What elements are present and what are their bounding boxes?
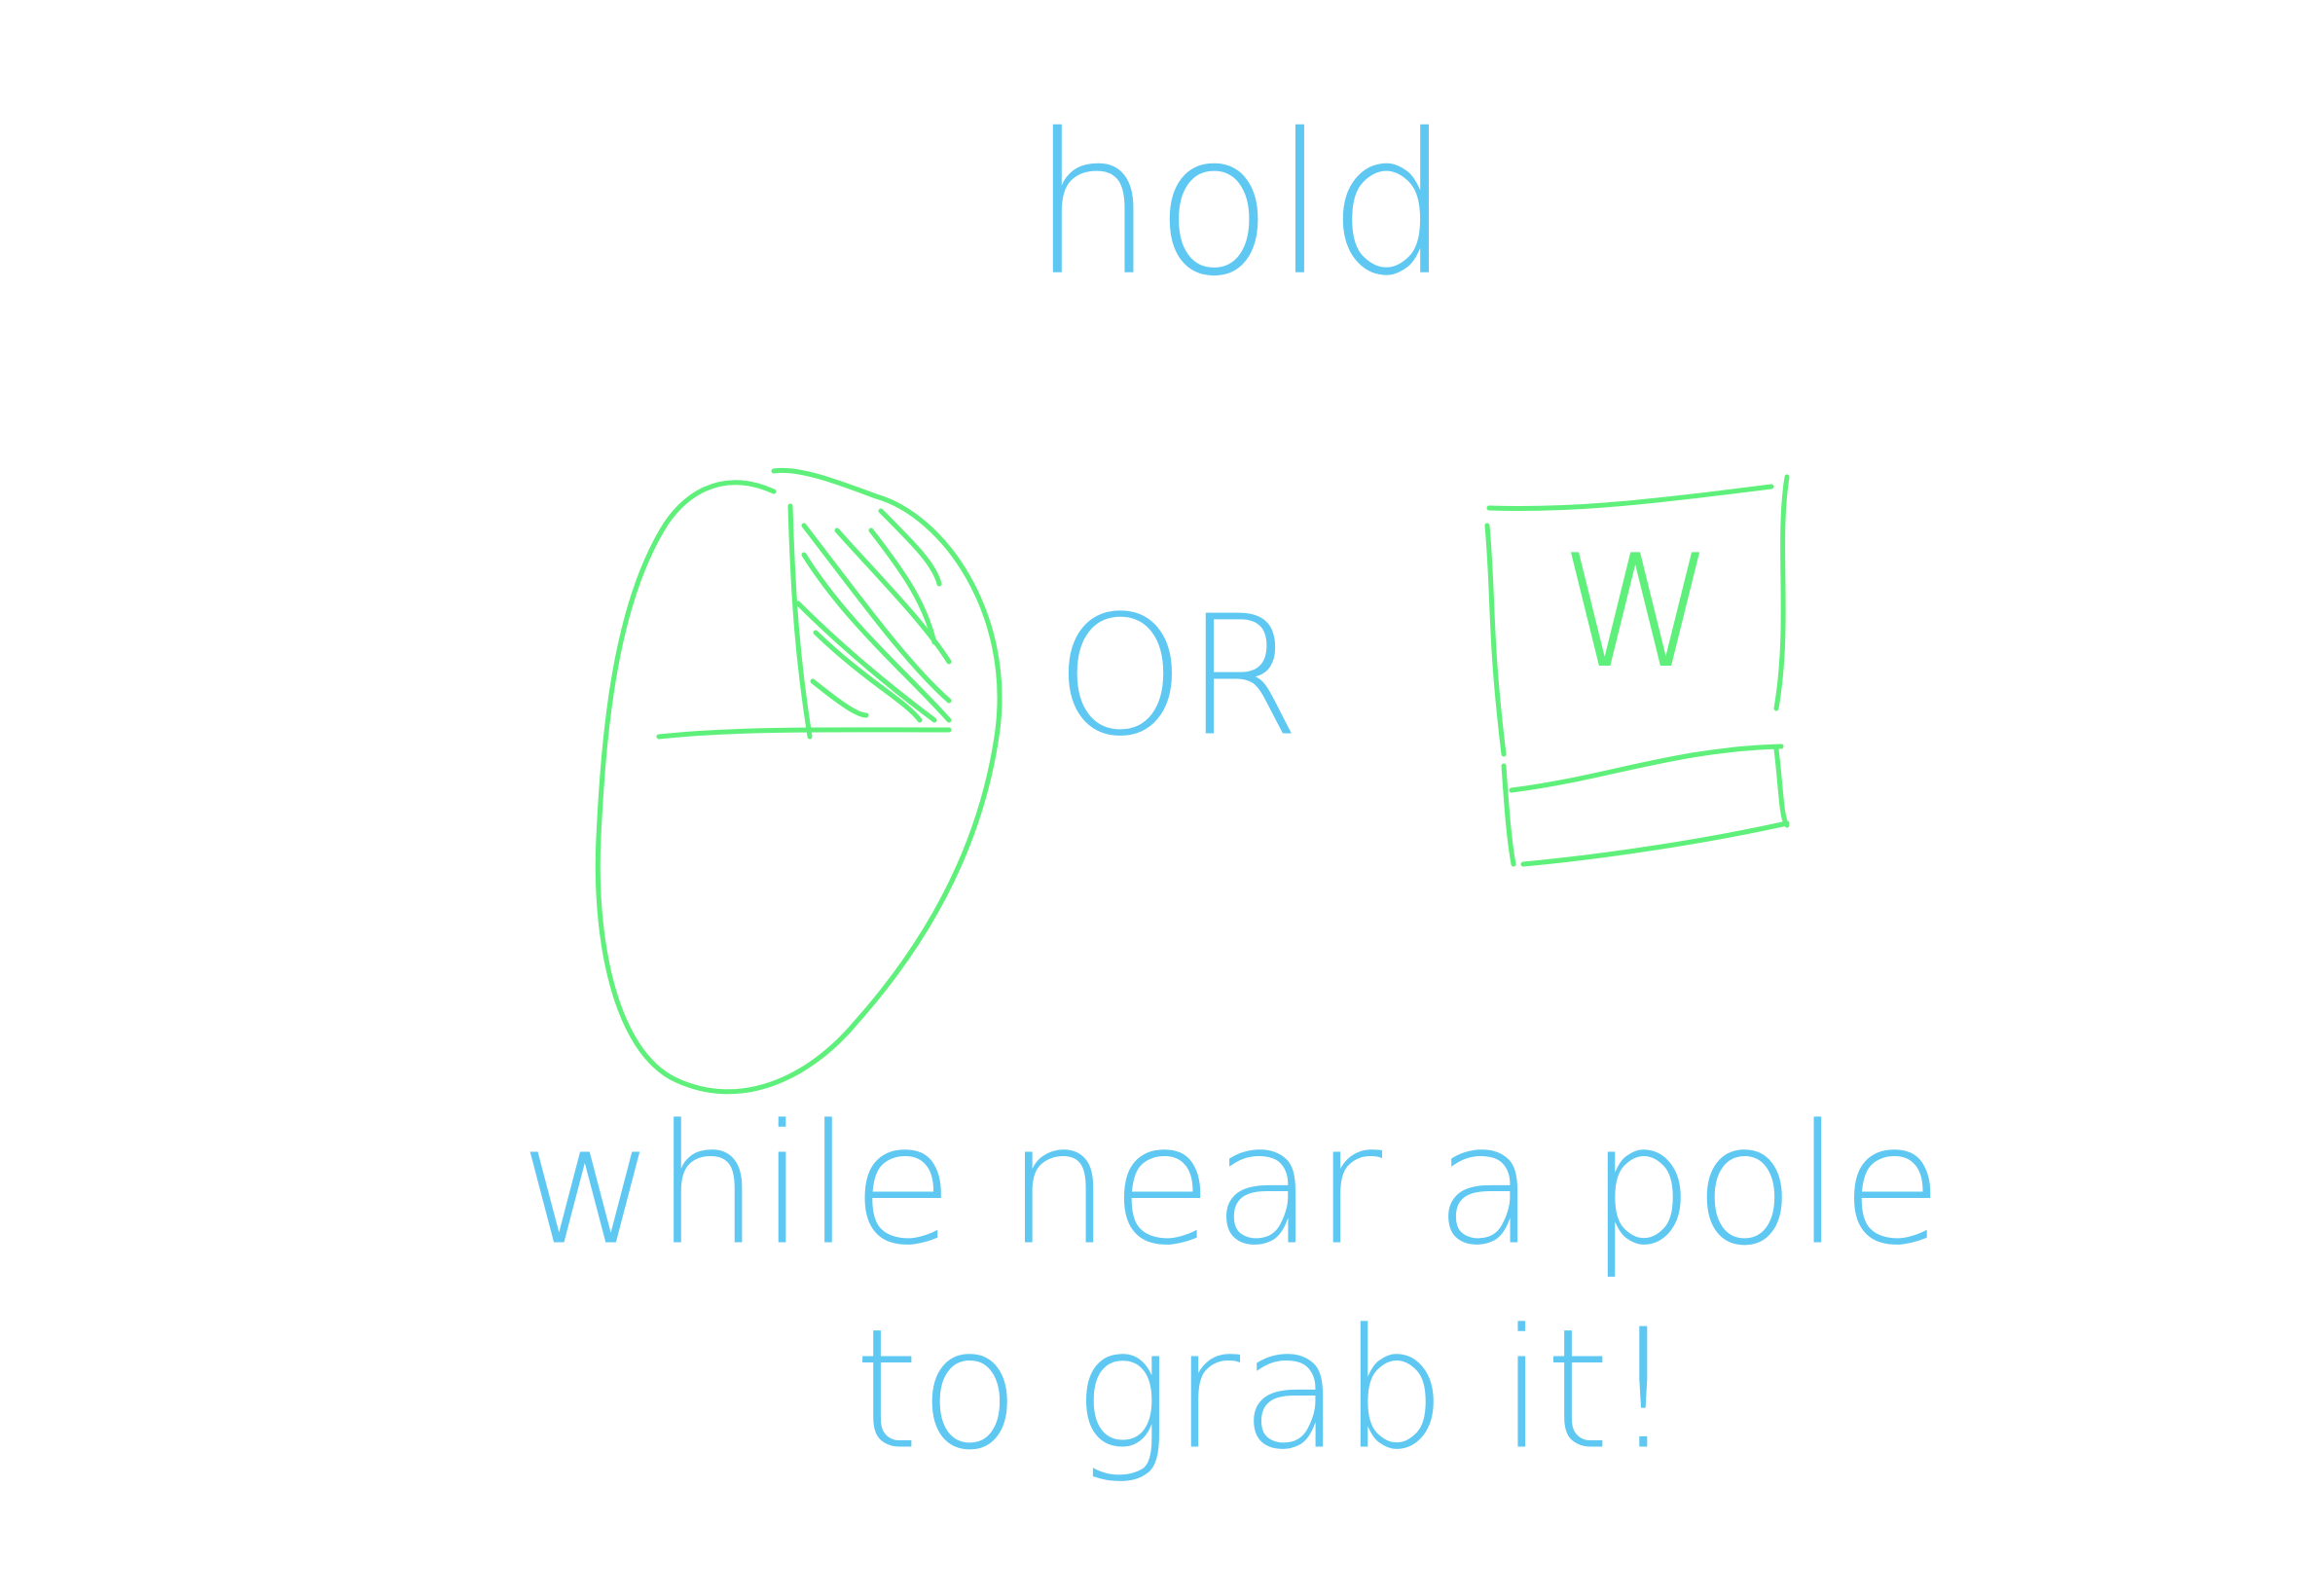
w-key-label: W xyxy=(1560,521,1714,703)
w-key-icon xyxy=(1484,474,1790,867)
instruction-line-2: to grab it! xyxy=(855,1294,1677,1487)
hold-text: hold xyxy=(1031,92,1451,319)
instruction-line-1: while near a pole xyxy=(520,1090,1943,1283)
or-text: OR xyxy=(1055,581,1300,774)
mouse-icon xyxy=(595,467,1003,1095)
